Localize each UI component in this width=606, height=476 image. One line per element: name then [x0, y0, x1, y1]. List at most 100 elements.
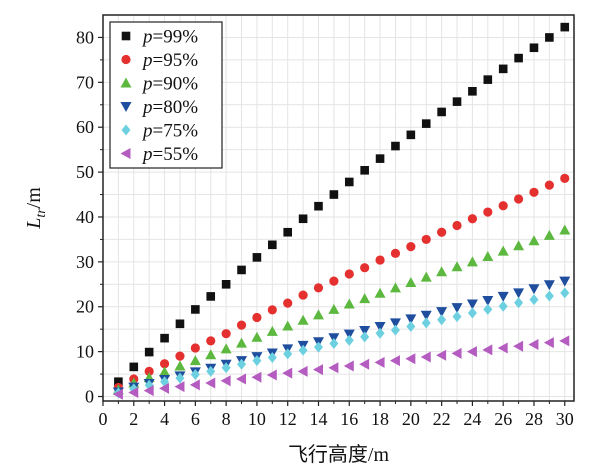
data-point [467, 214, 478, 224]
data-point [389, 355, 400, 367]
legend-item: p=55% [120, 144, 198, 165]
data-point [283, 298, 293, 308]
data-point [497, 342, 508, 354]
data-point [436, 266, 448, 277]
data-point [389, 282, 401, 293]
data-point [189, 355, 201, 366]
data-point [528, 235, 540, 246]
data-point [514, 297, 524, 309]
x-tick-label: 24 [463, 409, 481, 429]
legend-item: p=90% [120, 74, 198, 95]
data-point [544, 180, 554, 190]
y-tick-label: 70 [76, 72, 94, 92]
data-point [374, 356, 385, 368]
legend-box [109, 21, 223, 169]
data-point [221, 329, 231, 339]
data-point [451, 303, 463, 314]
x-tick-label: 16 [340, 409, 358, 429]
data-point [375, 327, 385, 339]
data-point [313, 283, 324, 293]
data-point [189, 379, 200, 391]
data-point [129, 362, 139, 372]
data-point [312, 309, 324, 320]
data-point [406, 320, 416, 332]
x-tick-label: 26 [494, 409, 512, 429]
legend-item: p=80% [120, 97, 198, 118]
series-2 [113, 173, 570, 393]
data-point [437, 314, 447, 326]
legend-marker [121, 54, 131, 65]
data-point [420, 351, 431, 363]
data-point [175, 372, 185, 384]
plot-frame [102, 14, 575, 402]
data-point [344, 334, 354, 346]
data-point [343, 329, 355, 340]
x-tick-label: 2 [129, 409, 138, 429]
data-point [128, 386, 139, 398]
data-point [221, 362, 231, 374]
legend-label: p=95% [141, 50, 198, 71]
legend-marker [121, 31, 131, 41]
data-point [236, 320, 247, 330]
data-point [314, 201, 323, 211]
data-point [437, 107, 446, 117]
data-point [513, 340, 524, 352]
data-point [421, 317, 431, 329]
y-axis-title-main: L [23, 218, 45, 230]
data-point [466, 299, 478, 310]
data-point [190, 343, 200, 353]
data-point [298, 344, 308, 356]
data-point [436, 349, 447, 361]
data-point [191, 305, 200, 314]
data-point [405, 277, 417, 288]
data-point [452, 220, 462, 231]
data-point [297, 314, 309, 325]
data-point [406, 242, 416, 252]
data-point [143, 385, 154, 397]
data-point [329, 276, 339, 286]
data-point [343, 360, 354, 372]
data-point [513, 194, 524, 204]
data-point [560, 173, 570, 183]
x-tick-label: 6 [191, 409, 200, 429]
data-point [466, 346, 477, 358]
data-point [266, 369, 277, 381]
data-point [236, 337, 248, 348]
legend-marker [120, 148, 131, 159]
data-point [467, 307, 477, 319]
data-point [237, 265, 246, 275]
data-point [313, 341, 323, 353]
data-point [344, 269, 354, 279]
data-point [544, 290, 554, 302]
data-point [451, 261, 463, 272]
data-point [360, 165, 369, 175]
axis-ticks: 0 2 4 6 8 10 12 14 16 18 20 22 24 26 28 300102030405060… [76, 27, 574, 429]
data-point [252, 355, 262, 367]
legend-marker [120, 102, 132, 112]
data-point [343, 298, 355, 309]
data-point [206, 365, 216, 377]
data-point [497, 245, 509, 256]
data-point [360, 263, 370, 273]
x-tick-label: 18 [371, 409, 389, 429]
data-point [468, 87, 477, 96]
data-point [175, 319, 185, 329]
series-5 [113, 287, 570, 399]
data-point [112, 388, 123, 400]
legend-label: p=80% [141, 97, 198, 118]
data-point [206, 336, 216, 346]
data-point [359, 358, 370, 370]
data-point [483, 75, 493, 84]
data-point [483, 303, 493, 315]
data-point [159, 382, 170, 394]
data-point [406, 130, 416, 140]
y-axis-title-unit: /m [23, 187, 45, 209]
data-point [221, 280, 231, 289]
data-point [498, 201, 508, 211]
data-point [420, 271, 432, 282]
x-tick-label: 20 [402, 409, 420, 429]
data-point [543, 337, 554, 349]
x-tick-label: 12 [279, 409, 297, 429]
data-point [205, 377, 216, 389]
y-tick-label: 40 [76, 207, 94, 227]
